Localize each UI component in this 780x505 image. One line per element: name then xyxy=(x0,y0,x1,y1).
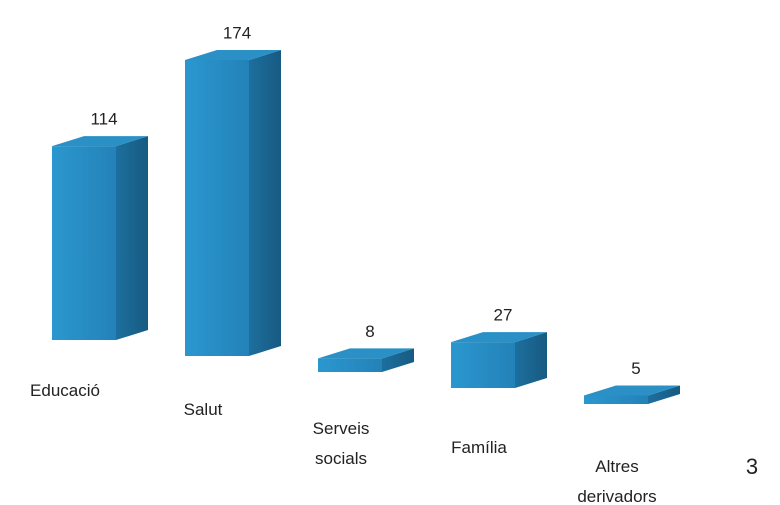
category-label-box: Educació xyxy=(30,381,100,400)
bar-side xyxy=(116,136,148,340)
category-label: Família xyxy=(451,438,507,457)
value-label: 27 xyxy=(494,306,513,325)
bar-side xyxy=(249,50,281,356)
bar-side xyxy=(648,385,680,404)
category-label: Salut xyxy=(183,400,223,419)
bar-top xyxy=(52,136,148,147)
bar-front xyxy=(52,146,116,340)
bar-top xyxy=(318,348,414,359)
bar-top xyxy=(185,50,281,60)
category-label-box: Altres derivadors xyxy=(577,457,657,505)
category-label-box: Família xyxy=(451,438,507,457)
bar xyxy=(584,385,680,404)
category-label-box: Serveis socials xyxy=(312,419,370,468)
bar-top xyxy=(451,332,547,343)
category-label-box: Salut xyxy=(183,400,223,419)
bar xyxy=(318,348,414,372)
bar-front xyxy=(584,395,648,404)
bar-front xyxy=(318,358,382,372)
category-label: Educació xyxy=(30,381,100,400)
value-label: 8 xyxy=(365,322,374,341)
category-label: Serveis socials xyxy=(312,419,370,468)
category-label: Altres derivadors xyxy=(577,457,657,505)
bar xyxy=(52,136,148,340)
value-label: 174 xyxy=(223,23,251,42)
value-label: 114 xyxy=(90,110,117,129)
bar-side xyxy=(382,348,414,372)
bar-side xyxy=(515,332,547,388)
bar xyxy=(185,50,281,356)
value-label: 5 xyxy=(631,359,640,378)
bar-front xyxy=(451,342,515,388)
bar xyxy=(451,332,547,388)
bar-front xyxy=(185,60,249,356)
bar-top xyxy=(584,385,680,396)
page-number: 3 xyxy=(746,454,758,479)
